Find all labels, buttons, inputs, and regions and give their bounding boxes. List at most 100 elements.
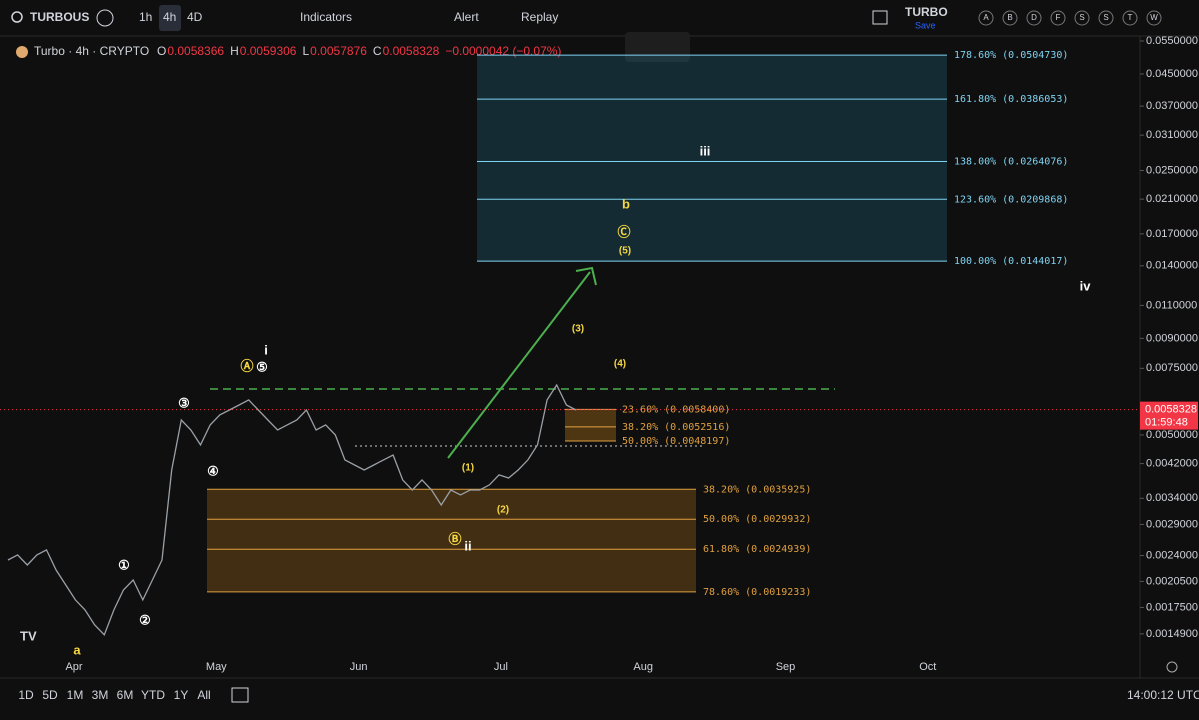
y-tick-label: 0.0034000 — [1146, 492, 1198, 504]
fib-label: 50.00% (0.0029932) — [703, 514, 811, 525]
letter[interactable]: S — [1079, 13, 1084, 22]
alert[interactable]: Alert — [454, 10, 479, 24]
y-tick-label: 0.0014900 — [1146, 628, 1198, 640]
fib-label: 178.60% (0.0504730) — [954, 50, 1068, 61]
range-btn[interactable]: 1D — [18, 688, 34, 702]
wave-label: (1) — [462, 463, 474, 474]
wave-label: (2) — [497, 505, 509, 516]
clock: 14:00:12 UTC — [1127, 688, 1199, 702]
y-tick-label: 0.0075000 — [1146, 362, 1198, 374]
interval[interactable]: 1h — [139, 10, 152, 24]
wave-label: ii — [464, 538, 471, 553]
interval[interactable]: 4h — [163, 10, 176, 24]
month-label: Oct — [919, 661, 936, 673]
letter-btn[interactable] — [1098, 10, 1114, 26]
legend-value: 0.0057876 — [310, 44, 367, 58]
wave-label: ⑤ — [256, 359, 268, 374]
y-tick-label: 0.0029000 — [1146, 518, 1198, 530]
wave-label: Ⓒ — [617, 224, 630, 239]
fib-label: 38.20% (0.0035925) — [703, 484, 811, 495]
y-tick-label: 0.0450000 — [1146, 68, 1198, 80]
layout-name[interactable]: TURBO — [905, 5, 948, 19]
search-icon[interactable] — [11, 11, 23, 23]
wave-label: a — [73, 642, 81, 657]
y-tick-label: 0.0020500 — [1146, 575, 1198, 587]
date-range-icon[interactable] — [231, 687, 249, 703]
wave-label: i — [264, 342, 268, 357]
settings[interactable] — [1166, 661, 1178, 673]
letter-btn[interactable] — [1146, 10, 1162, 26]
y-tick-label: 0.0210000 — [1146, 193, 1198, 205]
month-label: Sep — [776, 661, 796, 673]
letter-btn[interactable] — [1074, 10, 1090, 26]
fib-zone — [207, 489, 696, 592]
y-tick-label: 0.0017500 — [1146, 601, 1198, 613]
toolbar-bg — [0, 0, 1199, 36]
y-tick-label: 0.0042000 — [1146, 457, 1198, 469]
fib-label: 161.80% (0.0386053) — [954, 94, 1068, 105]
y-tick-label: 0.0250000 — [1146, 164, 1198, 176]
wave-label: iii — [700, 143, 711, 158]
range-btn[interactable]: YTD — [141, 688, 165, 702]
fib-zone — [565, 409, 616, 441]
month-label: May — [206, 661, 227, 673]
range-btn[interactable]: 6M — [117, 688, 134, 702]
wave-label: b — [622, 196, 630, 211]
y-tick-label: 0.0550000 — [1146, 35, 1198, 47]
float-toolbar[interactable] — [625, 32, 690, 62]
letter[interactable]: W — [1150, 13, 1158, 22]
letter-btn[interactable] — [1050, 10, 1066, 26]
range-btn[interactable]: 5D — [42, 688, 58, 702]
layout-icon[interactable] — [872, 10, 888, 25]
y-tick-label: 0.0110000 — [1146, 299, 1197, 311]
range-btn[interactable]: All — [197, 688, 210, 702]
symbol-logo — [16, 46, 28, 58]
y-tick-label: 0.0050000 — [1146, 429, 1198, 441]
letter-btn[interactable] — [1002, 10, 1018, 26]
month-label: Apr — [65, 661, 82, 673]
wave-label: (4) — [614, 359, 626, 370]
letter[interactable]: S — [1103, 13, 1108, 22]
legend-key: C — [373, 44, 382, 58]
letter[interactable]: D — [1031, 13, 1037, 22]
month-label: Aug — [633, 661, 653, 673]
letter-btn[interactable] — [978, 10, 994, 26]
fib-label: 123.60% (0.0209868) — [954, 194, 1068, 205]
fib-label: 138.00% (0.0264076) — [954, 157, 1068, 168]
wave-label: (5) — [619, 246, 631, 257]
interval[interactable]: 4D — [187, 10, 203, 24]
wave-label: iv — [1080, 278, 1092, 293]
indicators[interactable]: Indicators — [300, 10, 352, 24]
range-btn[interactable]: 1M — [67, 688, 84, 702]
tv-logo: TV — [20, 628, 37, 643]
letter[interactable]: T — [1128, 13, 1133, 22]
y-tick-label: 0.0310000 — [1146, 129, 1198, 141]
last-price-label: 0.0058328 — [1145, 404, 1197, 416]
letter[interactable]: A — [983, 13, 989, 22]
fib-label: 78.60% (0.0019233) — [703, 587, 811, 598]
fib-label: 61.80% (0.0024939) — [703, 544, 811, 555]
letter-btn[interactable] — [1122, 10, 1138, 26]
save[interactable]: Save — [915, 20, 936, 30]
replay[interactable]: Replay — [521, 10, 558, 24]
letter[interactable]: F — [1056, 13, 1061, 22]
letter[interactable]: B — [1007, 13, 1012, 22]
range-btn[interactable]: 3M — [92, 688, 109, 702]
fib-zone — [477, 55, 947, 262]
y-tick-label: 0.0090000 — [1146, 332, 1198, 344]
fib-label: 38.20% (0.0052516) — [622, 422, 730, 433]
legend-key: L — [302, 44, 309, 58]
wave-label: ④ — [207, 463, 219, 478]
y-tick-label: 0.0024000 — [1146, 549, 1198, 561]
legend-value: 0.0059306 — [240, 44, 297, 58]
price-line — [7, 383, 577, 636]
add-symbol[interactable] — [96, 9, 114, 27]
legend-value: 0.0058328 — [383, 44, 440, 58]
letter-btn[interactable] — [1026, 10, 1042, 26]
last-price-tag — [1140, 401, 1198, 430]
range-btn[interactable]: 1Y — [174, 688, 189, 702]
symbol[interactable]: TURBOUS — [30, 10, 89, 24]
wave-label: (3) — [572, 324, 584, 335]
y-tick-label: 0.0370000 — [1146, 100, 1198, 112]
